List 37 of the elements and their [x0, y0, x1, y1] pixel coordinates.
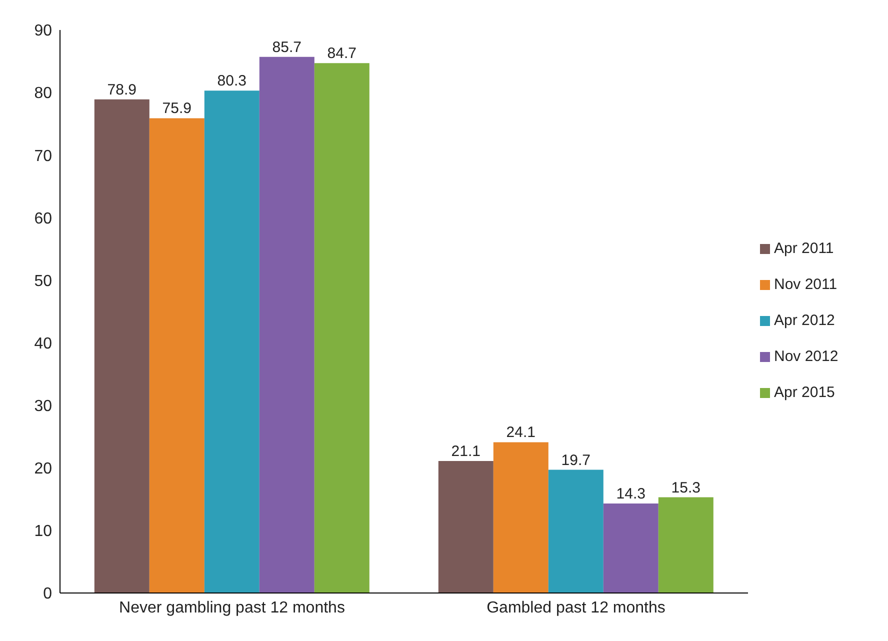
legend-label: Nov 2012 [774, 348, 838, 364]
data-label: 19.7 [561, 452, 590, 469]
legend-label: Apr 2015 [774, 384, 835, 400]
data-label: 14.3 [616, 486, 646, 503]
bar [149, 118, 204, 593]
bar [493, 442, 548, 593]
y-tick-label: 40 [34, 335, 52, 352]
y-tick-label: 0 [43, 586, 52, 603]
x-tick-label: Gambled past 12 months [486, 599, 666, 616]
bar [548, 470, 604, 593]
bar [259, 56, 314, 593]
legend-label: Nov 2011 [774, 276, 838, 292]
y-tick-label: 10 [34, 523, 52, 540]
y-tick-label: 70 [34, 148, 52, 165]
legend-label: Apr 2011 [774, 240, 834, 256]
y-tick-label: 80 [34, 85, 52, 102]
data-label: 24.1 [506, 424, 536, 442]
bar [658, 497, 714, 593]
data-label: 78.9 [107, 81, 136, 98]
y-tick-label: 90 [34, 22, 52, 40]
legend-label: Apr 2012 [774, 312, 835, 328]
y-tick-label: 30 [34, 398, 52, 416]
y-tick-label: 50 [34, 272, 52, 290]
data-label: 21.1 [451, 443, 480, 460]
x-tick-label: Never gambling past 12 months [119, 599, 345, 616]
data-label: 15.3 [671, 479, 700, 496]
data-label: 85.7 [272, 38, 302, 56]
bar [603, 504, 658, 593]
bar [438, 461, 494, 593]
bar [94, 99, 150, 593]
bar [314, 63, 370, 593]
data-label: 84.7 [327, 45, 356, 62]
y-tick-label: 60 [34, 210, 52, 228]
y-tick-label: 20 [34, 460, 52, 478]
bar [204, 90, 260, 593]
data-label: 80.3 [217, 72, 246, 90]
data-label: 75.9 [162, 100, 192, 118]
